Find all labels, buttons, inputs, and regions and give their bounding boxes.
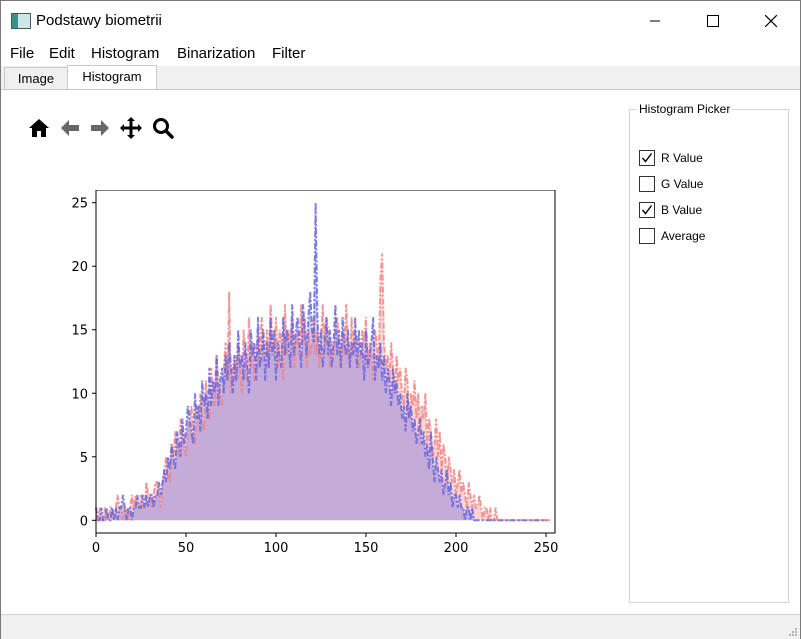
series-line-0 <box>95 253 552 522</box>
menu-binarization[interactable]: Binarization <box>177 45 256 62</box>
y-tick-label: 15 <box>71 324 88 339</box>
maximize-icon <box>707 15 719 27</box>
plot-frame <box>95 190 556 534</box>
close-button[interactable] <box>748 1 794 41</box>
menu-filter[interactable]: Filter <box>272 45 306 62</box>
y-tick-label: 10 <box>71 387 88 402</box>
checkmark-icon <box>641 205 653 215</box>
forward-arrow-icon <box>91 120 109 136</box>
checkbox-box[interactable] <box>639 228 655 244</box>
zoom-button[interactable] <box>151 116 177 142</box>
histogram-chart: 0 50 100 150 200 250 0 5 10 15 20 25 <box>71 190 559 556</box>
tab-bar: Image Histogram <box>1 65 800 90</box>
y-tick-label: 20 <box>71 260 88 275</box>
histogram-picker-title: Histogram Picker <box>637 102 733 116</box>
menu-edit[interactable]: Edit <box>49 45 75 62</box>
home-icon <box>29 119 49 137</box>
series-line-1 <box>95 202 548 522</box>
g-value-label: G Value <box>661 177 704 191</box>
checkbox-box[interactable] <box>639 150 655 166</box>
tab-image[interactable]: Image <box>4 67 68 90</box>
y-tick-label: 25 <box>71 197 88 212</box>
home-button[interactable] <box>27 116 53 142</box>
x-tick-label: 150 <box>354 541 379 556</box>
y-tick-label: 5 <box>80 451 88 466</box>
menu-bar: File Edit Histogram Binarization Filter <box>1 41 800 66</box>
x-tick-label: 100 <box>264 541 289 556</box>
zoom-magnifier-icon <box>153 118 174 139</box>
maximize-button[interactable] <box>690 1 736 41</box>
checkbox-box[interactable] <box>639 202 655 218</box>
x-tick-label: 50 <box>178 541 195 556</box>
y-tick-label: 0 <box>80 514 88 529</box>
histogram-panel: 0 50 100 150 200 250 0 5 10 15 20 25 Histogram Pick… <box>1 89 800 614</box>
minimize-button[interactable] <box>632 1 678 41</box>
title-bar: Podstawy biometrii <box>1 1 800 41</box>
checkmark-icon <box>641 153 653 163</box>
average-label: Average <box>661 229 706 243</box>
x-tick-label: 200 <box>444 541 469 556</box>
tab-histogram[interactable]: Histogram <box>67 65 157 90</box>
histogram-picker-group: Histogram Picker R Value G Value B Value… <box>629 102 789 603</box>
pan-button[interactable] <box>119 116 145 142</box>
x-tick-label: 0 <box>92 541 100 556</box>
b-value-label: B Value <box>661 203 703 217</box>
resize-grip-icon[interactable] <box>788 627 798 637</box>
menu-histogram[interactable]: Histogram <box>91 45 160 62</box>
minimize-icon <box>650 20 660 22</box>
back-button[interactable] <box>58 116 84 142</box>
x-tick-label: 250 <box>534 541 559 556</box>
r-value-label: R Value <box>661 151 703 165</box>
back-arrow-icon <box>61 120 79 136</box>
menu-file[interactable]: File <box>10 45 35 62</box>
checkbox-box[interactable] <box>639 176 655 192</box>
status-bar <box>1 614 800 639</box>
forward-button[interactable] <box>88 116 114 142</box>
window-title: Podstawy biometrii <box>36 12 162 29</box>
pan-move-icon <box>120 117 142 139</box>
close-icon <box>765 15 777 27</box>
app-icon <box>11 13 31 29</box>
